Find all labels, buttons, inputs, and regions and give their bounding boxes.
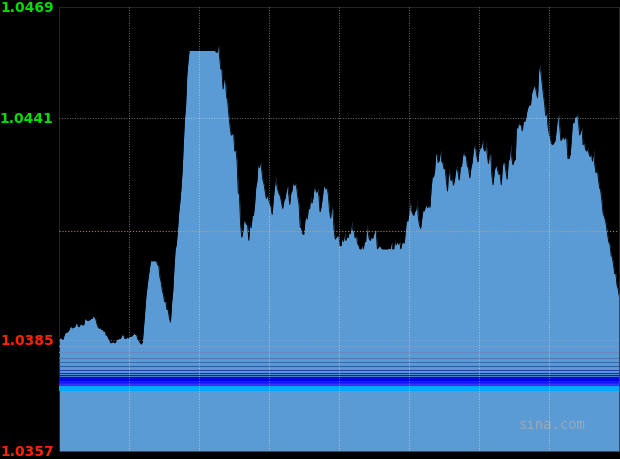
Text: 1.0357: 1.0357 bbox=[0, 444, 54, 458]
Text: 1.0441: 1.0441 bbox=[0, 112, 54, 126]
Text: 1.0385: 1.0385 bbox=[0, 333, 54, 347]
Text: sina.com: sina.com bbox=[518, 417, 585, 431]
Text: 1.0469: 1.0469 bbox=[0, 1, 54, 15]
